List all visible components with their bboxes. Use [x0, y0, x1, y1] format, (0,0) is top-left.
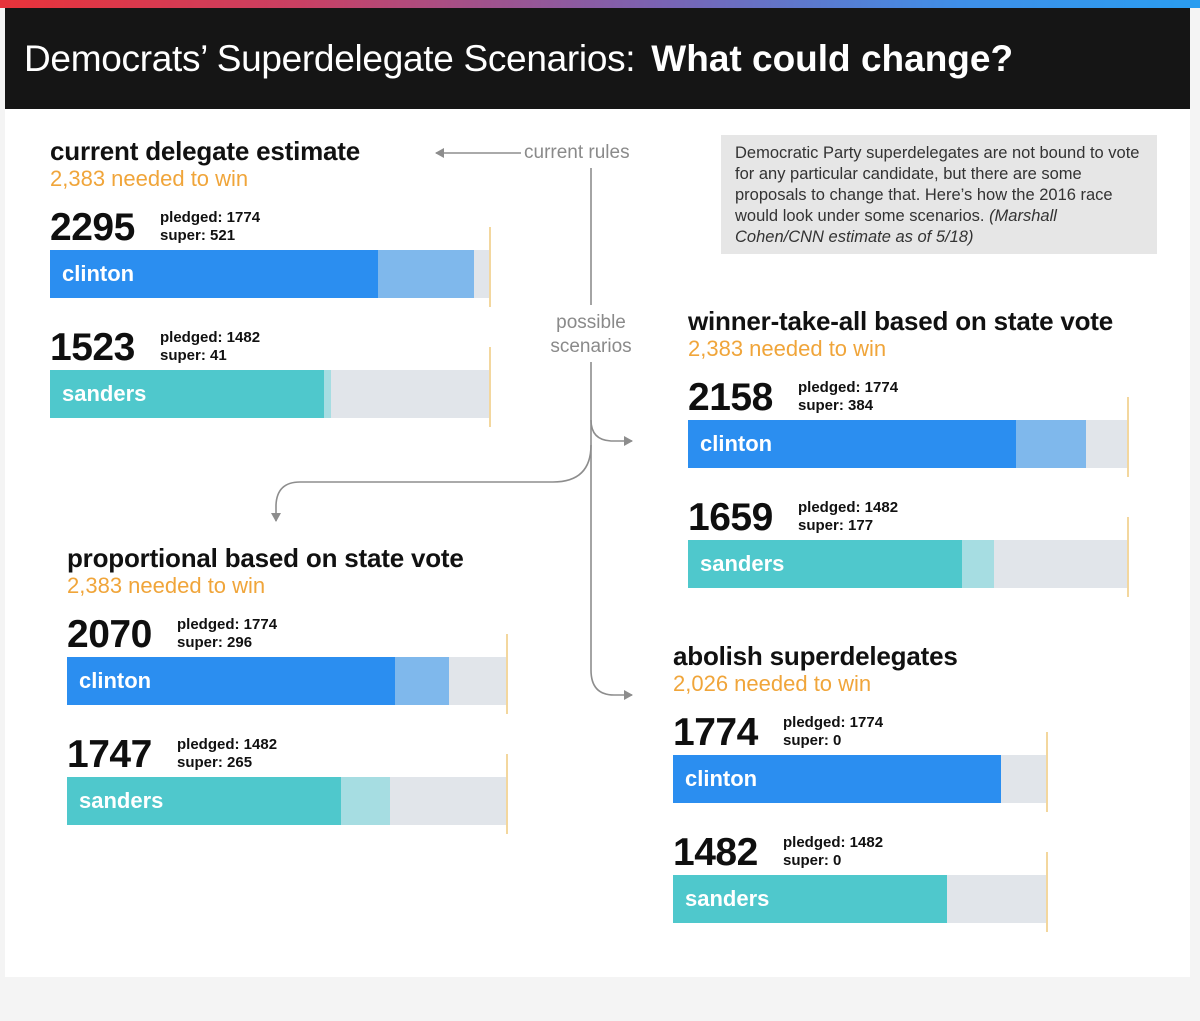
candidate-sanders: 1523 pledged: 1482 super: 41 sanders: [50, 326, 495, 427]
delegate-total: 2070: [67, 613, 152, 656]
super-count: super: 521: [160, 227, 236, 244]
candidate-name: clinton: [79, 668, 152, 693]
current-rules-label: current rules: [524, 142, 630, 163]
pledged-count: pledged: 1774: [798, 379, 899, 396]
delegate-breakdown: pledged: 1774 super: 384: [798, 379, 898, 415]
needed-to-win: 2,026 needed to win: [673, 671, 872, 696]
delegate-bar: clinton: [673, 732, 1049, 812]
footer-margin: [0, 977, 1200, 1021]
super-count: super: 384: [798, 397, 874, 414]
candidate-sanders: 1659 pledged: 1482 super: 177 sanders: [688, 496, 1133, 597]
delegate-total: 1659: [688, 496, 773, 539]
delegate-bar: clinton: [50, 227, 491, 307]
super-segment: [377, 250, 474, 298]
needed-to-win: 2,383 needed to win: [688, 336, 887, 361]
candidate-name: clinton: [62, 261, 135, 286]
super-segment: [961, 540, 995, 588]
candidate-name: sanders: [700, 551, 785, 576]
needed-threshold-line: [1127, 517, 1129, 597]
super-segment: [340, 777, 390, 825]
candidate-sanders: 1482 pledged: 1482 super: 0 sanders: [673, 831, 1118, 932]
super-segment: [1015, 420, 1087, 468]
pledged-count: pledged: 1482: [177, 736, 278, 753]
candidate-clinton: 1774 pledged: 1774 super: 0 clinton: [673, 711, 1118, 812]
delegate-bar: sanders: [673, 852, 1049, 932]
pledged-count: pledged: 1482: [783, 834, 884, 851]
delegate-total: 1747: [67, 733, 152, 776]
super-count: super: 265: [177, 754, 253, 771]
delegate-breakdown: pledged: 1774 super: 0: [783, 714, 883, 750]
pledged-segment: [67, 657, 395, 705]
delegate-total: 2295: [50, 206, 135, 249]
delegate-breakdown: pledged: 1482 super: 177: [798, 499, 898, 535]
candidate-name: clinton: [700, 431, 773, 456]
delegate-breakdown: pledged: 1774 super: 296: [177, 616, 277, 652]
pledged-count: pledged: 1482: [160, 329, 261, 346]
delegate-breakdown: pledged: 1774 super: 521: [160, 209, 260, 245]
pledged-segment: [50, 370, 324, 418]
possible-scenarios-label: possible scenarios: [530, 311, 652, 359]
super-segment: [323, 370, 332, 418]
candidate-clinton: 2158 pledged: 1774 super: 384 clinton: [688, 376, 1133, 477]
pledged-segment: [688, 540, 962, 588]
panel-title: current delegate estimate: [50, 136, 361, 166]
panel-title: proportional based on state vote: [67, 543, 464, 573]
delegate-bar: clinton: [688, 397, 1129, 477]
super-count: super: 0: [783, 852, 842, 869]
page-header: Democrats’ Superdelegate Scenarios: What…: [5, 8, 1190, 109]
candidate-name: sanders: [62, 381, 147, 406]
note-source: (Marshall Cohen/CNN estimate as of 5/18): [735, 207, 1057, 246]
super-segment: [394, 657, 450, 705]
pledged-segment: [673, 755, 1001, 803]
super-count: super: 177: [798, 517, 874, 534]
super-count: super: 41: [160, 347, 227, 364]
top-color-stripe: [0, 0, 1200, 8]
pledged-segment: [688, 420, 1016, 468]
needed-threshold-line: [506, 754, 508, 834]
pledged-count: pledged: 1774: [783, 714, 884, 731]
pledged-segment: [67, 777, 341, 825]
possible-label-line2: scenarios: [550, 336, 632, 357]
title-plain: Democrats’ Superdelegate Scenarios:: [24, 37, 636, 79]
pledged-count: pledged: 1774: [160, 209, 261, 226]
panel-title: abolish superdelegates: [673, 641, 958, 671]
candidate-name: clinton: [685, 766, 758, 791]
needed-threshold-line: [1046, 852, 1049, 932]
needed-threshold-line: [1127, 397, 1129, 477]
delegate-bar: sanders: [67, 754, 508, 834]
needed-to-win: 2,383 needed to win: [67, 573, 266, 598]
needed-threshold-line: [489, 227, 491, 307]
pledged-segment: [50, 250, 378, 298]
pledged-count: pledged: 1774: [177, 616, 278, 633]
candidate-clinton: 2070 pledged: 1774 super: 296 clinton: [67, 613, 512, 714]
delegate-total: 1774: [673, 711, 758, 754]
candidate-clinton: 2295 pledged: 1774 super: 521 clinton: [50, 206, 495, 307]
candidate-name: sanders: [79, 788, 164, 813]
needed-to-win: 2,383 needed to win: [50, 166, 249, 191]
delegate-breakdown: pledged: 1482 super: 41: [160, 329, 260, 365]
delegate-total: 1482: [673, 831, 758, 874]
super-count: super: 296: [177, 634, 253, 651]
note-text: Democratic Party superdelegates are not …: [735, 144, 1140, 225]
candidate-sanders: 1747 pledged: 1482 super: 265 sanders: [67, 733, 512, 834]
needed-threshold-line: [489, 347, 491, 427]
info-note: Democratic Party superdelegates are not …: [721, 135, 1157, 254]
delegate-breakdown: pledged: 1482 super: 0: [783, 834, 883, 870]
possible-label-line1: possible: [556, 312, 626, 333]
delegate-bar: sanders: [50, 347, 491, 427]
title-bold: What could change?: [651, 37, 1014, 79]
candidate-name: sanders: [685, 886, 770, 911]
delegate-bar: clinton: [67, 634, 508, 714]
delegate-breakdown: pledged: 1482 super: 265: [177, 736, 277, 772]
delegate-total: 2158: [688, 376, 773, 419]
needed-threshold-line: [1046, 732, 1049, 812]
delegate-total: 1523: [50, 326, 135, 369]
pledged-segment: [673, 875, 947, 923]
needed-threshold-line: [506, 634, 508, 714]
super-count: super: 0: [783, 732, 842, 749]
delegate-bar: sanders: [688, 517, 1129, 597]
panel-title: winner-take-all based on state vote: [688, 306, 1114, 336]
pledged-count: pledged: 1482: [798, 499, 899, 516]
